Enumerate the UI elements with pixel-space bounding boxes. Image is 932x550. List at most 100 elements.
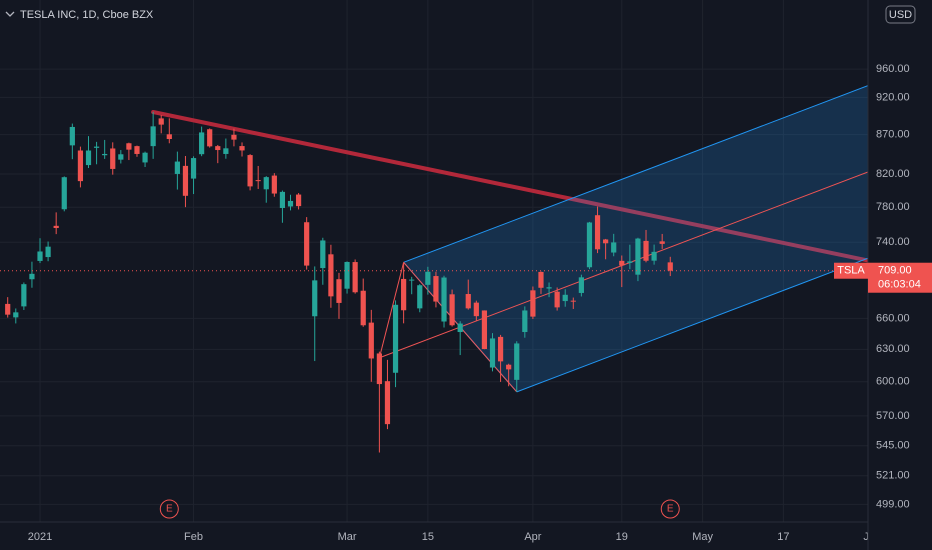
candle-body (368, 322, 374, 359)
y-tick-label: 740.00 (876, 236, 910, 248)
currency-badge[interactable] (885, 5, 916, 24)
candle-body (45, 246, 51, 258)
candle-body (441, 277, 447, 322)
candle-body (522, 310, 528, 333)
candle-body (611, 242, 617, 253)
candle-body (158, 118, 164, 125)
candle-body (336, 279, 342, 303)
candle-body (457, 323, 463, 333)
y-axis: 499.00 521.00 545.00 570.00 600.00 630.00 660.… (876, 63, 910, 510)
candle-body (538, 271, 544, 288)
candle-body (433, 276, 439, 302)
candle-body (69, 126, 75, 146)
chart-title: TESLA INC, 1D, Cboe BZX (20, 9, 154, 21)
candle-body (174, 161, 180, 174)
symbol-box (834, 262, 868, 279)
candle-body (659, 241, 665, 244)
candle-body (231, 134, 237, 140)
pitchfork-upper (403, 85, 868, 263)
candle-body (635, 238, 641, 275)
candle-body (126, 143, 132, 150)
y-tick-label: 960.00 (876, 63, 910, 75)
candle-body (223, 148, 229, 154)
pitchfork-lower (516, 257, 868, 393)
pitchfork-handle (378, 262, 405, 358)
candle-body (360, 290, 366, 326)
candle-body (578, 277, 584, 293)
candle-body (150, 126, 156, 147)
candle-body (603, 239, 609, 244)
candle-body (190, 158, 197, 179)
candle-body (5, 303, 11, 315)
candle-body (594, 215, 601, 250)
candle-body (304, 222, 310, 266)
price-box (868, 262, 932, 293)
candle-body (497, 336, 504, 362)
candle-body (465, 294, 471, 309)
candle-body (102, 153, 108, 156)
y-tick-label: 545.00 (876, 440, 910, 452)
candle-body (166, 134, 172, 140)
y-tick-label: 920.00 (876, 91, 910, 103)
candle-body (320, 240, 326, 269)
candle-body (392, 304, 399, 373)
candle-body (328, 254, 334, 297)
candle-body (118, 154, 124, 160)
event-marker (159, 499, 179, 519)
candle-body (247, 155, 253, 187)
candle-body (554, 291, 560, 308)
candle-body (215, 146, 221, 151)
candles (5, 111, 673, 453)
candle-body (199, 132, 205, 155)
event-label: E (166, 504, 173, 515)
candle-body (651, 251, 657, 261)
candle-body (21, 284, 27, 307)
candle-body (312, 280, 318, 317)
candle-body (570, 300, 576, 302)
candle-body (667, 262, 673, 271)
candle-body (619, 260, 625, 266)
candle-body (352, 262, 358, 293)
candle-body (271, 175, 277, 194)
candle-body (530, 290, 536, 317)
currency: USD (889, 9, 912, 21)
candle-body (93, 146, 100, 148)
candle-body (85, 150, 92, 166)
event-marker (660, 499, 680, 519)
candle-body (401, 278, 407, 311)
y-tick-label: 600.00 (876, 376, 910, 388)
y-tick-label: 780.00 (876, 201, 910, 213)
candle-body (110, 148, 116, 169)
candle-body (473, 302, 479, 317)
candle-body (287, 200, 294, 207)
y-tick-label: 870.00 (876, 128, 910, 140)
candle-body (417, 285, 423, 309)
candle-body (643, 240, 649, 261)
candle-body (627, 261, 633, 263)
candle-body (586, 222, 593, 268)
y-tick-label: 499.00 (876, 498, 910, 510)
candle-body (77, 150, 84, 182)
candle-body (514, 343, 520, 380)
last-price-label: 709.00 (878, 265, 912, 277)
candle-body (344, 261, 350, 289)
candle-body (142, 152, 148, 163)
candle-body (295, 194, 302, 207)
candle-body (255, 180, 261, 182)
candle-body (279, 191, 286, 208)
candle-body (29, 273, 35, 280)
collapse-icon[interactable] (5, 11, 15, 17)
candle-body (376, 353, 382, 385)
x-tick-label: 2021 (28, 531, 52, 543)
y-tick-label: 820.00 (876, 168, 910, 180)
y-tick-label: 570.00 (876, 410, 910, 422)
x-tick-label: 15 (422, 531, 434, 543)
candle-body (239, 146, 245, 151)
y-tick-label: 521.00 (876, 470, 910, 482)
candle-body (562, 294, 568, 302)
candle-body (37, 251, 43, 261)
candle-body (53, 225, 59, 229)
candle-body (182, 165, 189, 196)
x-tick-label: 17 (777, 531, 789, 543)
